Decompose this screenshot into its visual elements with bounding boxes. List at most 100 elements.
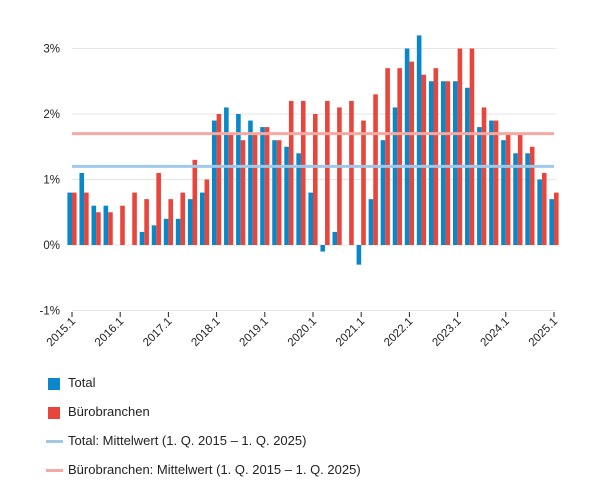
bar-total — [212, 120, 217, 245]
y-tick-label: 2% — [43, 109, 60, 121]
bar-total — [103, 205, 109, 245]
bar-buerobranchen — [132, 192, 137, 245]
x-tick-label: 2025.1 — [527, 316, 560, 349]
bar-buerobranchen — [240, 140, 246, 245]
bar-buerobranchen — [493, 120, 499, 245]
bar-total — [477, 127, 482, 245]
bar-chart: -1% 0% 1% 2% 3% 2015.1 2016.1 2017.1 2018.1 2019… — [40, 35, 560, 349]
bar-buerobranchen — [517, 133, 523, 245]
bar-buerobranchen — [554, 192, 559, 245]
bar-total — [453, 81, 458, 245]
bar-buerobranchen — [421, 74, 427, 245]
legend-swatch-buerobranchen — [48, 407, 60, 419]
bar-total — [332, 231, 338, 245]
bar-total — [296, 153, 301, 245]
bar-buerobranchen — [96, 212, 101, 245]
bar-total — [489, 120, 494, 245]
bar-total — [91, 205, 97, 245]
bar-total — [368, 199, 374, 245]
bar-total — [236, 114, 241, 245]
bar-total — [139, 231, 145, 245]
x-tick-label: 2017.1 — [141, 316, 174, 349]
bar-buerobranchen — [469, 48, 475, 245]
bar-buerobranchen — [409, 61, 414, 245]
bar-total — [392, 107, 398, 245]
x-tick-label: 2023.1 — [430, 316, 463, 349]
bar-buerobranchen — [361, 120, 366, 245]
bar-buerobranchen — [385, 68, 390, 246]
bar-total — [537, 179, 542, 245]
bars — [67, 35, 559, 265]
legend-line-buerobranchen-mean — [46, 469, 63, 472]
x-axis: 2015.1 2016.1 2017.1 2018.1 2019.1 2020.1 2021… — [45, 312, 560, 349]
bar-buerobranchen — [373, 94, 378, 245]
bar-total — [320, 245, 326, 252]
y-tick-label: -1% — [40, 306, 60, 318]
bar-total — [260, 127, 265, 245]
legend-item-total: Total — [46, 372, 586, 401]
bar-total — [79, 172, 85, 245]
x-tick-label: 2022.1 — [382, 316, 415, 349]
bar-total — [272, 140, 277, 245]
bar-buerobranchen — [397, 68, 402, 246]
bar-buerobranchen — [144, 199, 149, 245]
bar-total — [151, 225, 157, 245]
y-tick-label: 0% — [43, 240, 60, 252]
x-tick-label: 2021.1 — [334, 316, 367, 349]
legend-label-buerobranchen-mean: Bürobranchen: Mittelwert (1. Q. 2015 – 1… — [68, 462, 361, 477]
bar-buerobranchen — [72, 192, 77, 245]
legend: Total Bürobranchen Total: Mittelwert (1.… — [46, 372, 586, 488]
bar-buerobranchen — [168, 199, 173, 245]
bar-buerobranchen — [252, 133, 258, 245]
bar-buerobranchen — [481, 107, 487, 245]
bar-buerobranchen — [216, 114, 222, 245]
x-tick-label: 2015.1 — [45, 316, 78, 349]
legend-item-buerobranchen-mean: Bürobranchen: Mittelwert (1. Q. 2015 – 1… — [46, 459, 586, 488]
bar-buerobranchen — [120, 205, 125, 245]
bar-buerobranchen — [276, 140, 282, 245]
bar-buerobranchen — [313, 114, 318, 245]
bar-buerobranchen — [445, 81, 451, 245]
bar-buerobranchen — [433, 68, 439, 246]
bar-buerobranchen — [541, 172, 547, 245]
bar-total — [175, 218, 181, 245]
legend-item-buerobranchen: Bürobranchen — [46, 401, 586, 430]
bar-buerobranchen — [180, 192, 186, 245]
bar-buerobranchen — [84, 192, 89, 245]
legend-label-total-mean: Total: Mittelwert (1. Q. 2015 – 1. Q. 20… — [68, 433, 307, 448]
bar-buerobranchen — [264, 127, 270, 245]
y-tick-label: 1% — [43, 175, 60, 187]
bar-total — [308, 192, 313, 245]
bar-buerobranchen — [192, 159, 198, 245]
bar-total — [187, 199, 193, 245]
bar-total — [67, 192, 72, 245]
bar-total — [199, 192, 205, 245]
x-tick-label: 2016.1 — [93, 316, 126, 349]
legend-label-buerobranchen: Bürobranchen — [68, 404, 150, 419]
bar-total — [525, 153, 530, 245]
bar-total — [513, 153, 518, 245]
bar-buerobranchen — [300, 100, 306, 246]
x-tick-label: 2020.1 — [286, 316, 319, 349]
legend-item-total-mean: Total: Mittelwert (1. Q. 2015 – 1. Q. 20… — [46, 430, 586, 459]
x-tick-label: 2018.1 — [189, 316, 222, 349]
bar-buerobranchen — [156, 172, 161, 245]
reference-lines — [72, 132, 554, 168]
bar-buerobranchen — [337, 107, 342, 245]
bar-total — [416, 35, 422, 246]
bar-total — [356, 245, 362, 265]
legend-line-total-mean — [46, 440, 63, 443]
y-tick-label: 3% — [43, 44, 60, 56]
bar-buerobranchen — [505, 133, 511, 245]
bar-total — [501, 140, 506, 245]
bar-buerobranchen — [529, 146, 535, 245]
bar-buerobranchen — [349, 100, 354, 246]
bar-total — [428, 81, 434, 245]
bar-total — [549, 199, 554, 245]
bar-total — [224, 107, 229, 245]
bar-buerobranchen — [204, 179, 210, 245]
legend-label-total: Total — [68, 375, 96, 390]
x-tick-label: 2019.1 — [238, 316, 271, 349]
x-tick-label: 2024.1 — [479, 316, 512, 349]
bar-total — [404, 48, 410, 245]
